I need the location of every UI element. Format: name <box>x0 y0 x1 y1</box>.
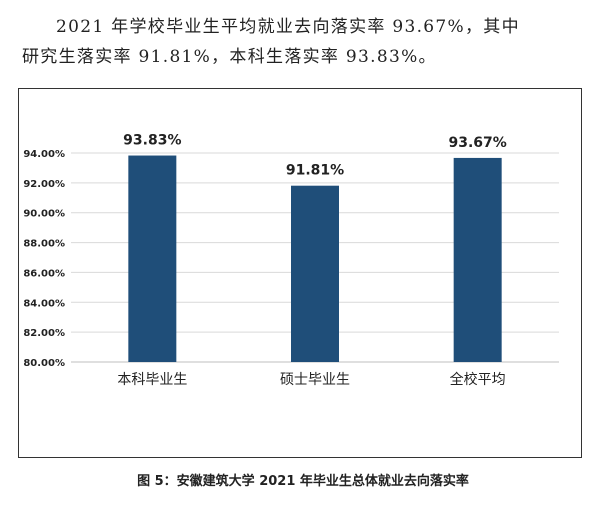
y-tick-label: 90.00% <box>23 209 65 220</box>
bar <box>291 185 339 362</box>
chart-frame: 80.00% 82.00% 84.00% 86.00% 88.00% 90.00% 92.0… <box>18 88 582 458</box>
intro-line-2: 研究生落实率 91.81%，本科生落实率 93.83%。 <box>22 47 437 67</box>
x-tick-label: 硕士毕业生 <box>280 372 350 388</box>
intro-paragraph: 2021 年学校毕业生平均就业去向落实率 93.67%，其中 研究生落实率 91… <box>22 12 592 72</box>
x-tick-label: 全校平均 <box>450 371 506 388</box>
y-tick-label: 92.00% <box>23 179 65 190</box>
x-tick-label: 本科毕业生 <box>117 372 187 388</box>
data-label: 93.83% <box>123 133 181 149</box>
data-label: 91.81% <box>286 163 344 179</box>
bar <box>128 155 177 362</box>
bar-chart: 80.00% 82.00% 84.00% 86.00% 88.00% 90.00% 92.0… <box>23 133 559 388</box>
y-tick-label: 80.00% <box>23 358 65 369</box>
y-tick-label: 94.00% <box>23 149 65 160</box>
y-tick-label: 84.00% <box>23 298 65 309</box>
data-label: 93.67% <box>449 135 507 151</box>
y-tick-label: 82.00% <box>23 328 65 339</box>
y-tick-label: 86.00% <box>23 268 65 279</box>
figure-caption: 图 5：安徽建筑大学 2021 年毕业生总体就业去向落实率 <box>137 474 469 489</box>
bar <box>453 157 502 362</box>
intro-line-1: 2021 年学校毕业生平均就业去向落实率 93.67%，其中 <box>56 17 520 37</box>
y-tick-label: 88.00% <box>23 239 65 250</box>
